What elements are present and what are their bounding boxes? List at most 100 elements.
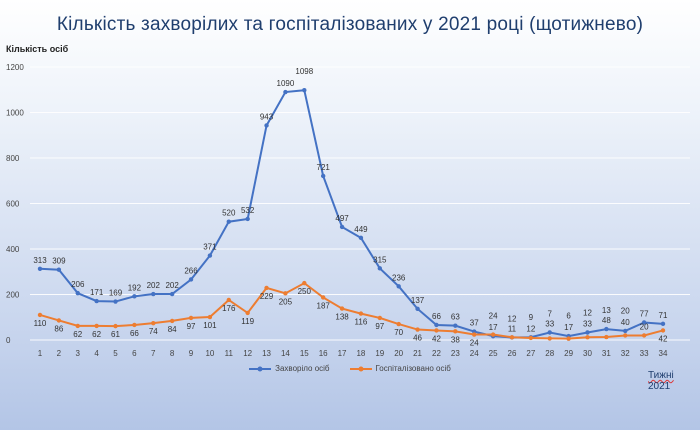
data-label: 206 bbox=[71, 280, 85, 289]
data-label: 40 bbox=[621, 318, 630, 327]
x-tick-label: 4 bbox=[94, 349, 99, 358]
data-label: 12 bbox=[583, 308, 592, 317]
data-point bbox=[37, 312, 43, 318]
data-point bbox=[264, 285, 269, 291]
data-label: 449 bbox=[354, 225, 368, 234]
data-label: 169 bbox=[109, 289, 123, 298]
y-tick-label: 600 bbox=[6, 200, 20, 209]
data-point bbox=[75, 323, 80, 329]
data-point bbox=[113, 299, 118, 304]
data-label: 6 bbox=[566, 312, 571, 321]
data-point bbox=[377, 266, 383, 271]
data-point bbox=[660, 321, 666, 327]
data-label: 24 bbox=[489, 312, 498, 321]
data-label: 101 bbox=[203, 321, 217, 330]
data-label: 371 bbox=[203, 243, 217, 252]
data-point bbox=[415, 306, 420, 312]
x-tick-label: 3 bbox=[76, 349, 81, 358]
data-point bbox=[75, 290, 80, 296]
x-tick-label: 15 bbox=[300, 349, 309, 358]
data-point bbox=[207, 253, 213, 258]
data-point bbox=[302, 88, 307, 93]
data-point bbox=[396, 321, 401, 327]
data-point bbox=[132, 294, 137, 299]
x-tick-label: 1 bbox=[38, 349, 43, 358]
x-tick-label: 30 bbox=[583, 349, 592, 358]
x-tick-label: 13 bbox=[262, 349, 271, 358]
data-label: 70 bbox=[394, 328, 403, 337]
data-label: 63 bbox=[451, 313, 460, 322]
data-point bbox=[472, 332, 477, 337]
x-tick-label: 2 bbox=[57, 349, 62, 358]
data-label: 20 bbox=[621, 306, 630, 315]
data-label: 315 bbox=[373, 255, 387, 264]
data-label: 62 bbox=[73, 330, 82, 339]
data-point bbox=[528, 335, 534, 341]
x-tick-label: 24 bbox=[470, 349, 479, 358]
y-tick-label: 200 bbox=[6, 291, 20, 300]
x-tick-label: 11 bbox=[225, 349, 234, 358]
data-label: 66 bbox=[432, 312, 441, 321]
x-tick-label: 12 bbox=[243, 349, 252, 358]
data-label: 7 bbox=[548, 309, 553, 318]
data-label: 71 bbox=[659, 311, 668, 320]
data-point bbox=[56, 318, 62, 323]
data-point bbox=[660, 328, 666, 333]
data-label: 17 bbox=[564, 323, 573, 332]
x-tick-label: 6 bbox=[132, 349, 137, 358]
data-point bbox=[245, 310, 250, 316]
y-tick-label: 1000 bbox=[6, 109, 24, 118]
data-label: 46 bbox=[413, 334, 422, 343]
data-label: 520 bbox=[222, 209, 236, 218]
data-point bbox=[245, 216, 250, 222]
data-point bbox=[226, 219, 231, 224]
data-label: 187 bbox=[317, 301, 331, 310]
data-label: 33 bbox=[583, 319, 592, 328]
data-label: 11 bbox=[508, 324, 517, 333]
data-point bbox=[56, 267, 62, 272]
data-point bbox=[320, 295, 326, 300]
data-point bbox=[169, 291, 175, 297]
data-point bbox=[453, 329, 458, 334]
data-label: 38 bbox=[451, 335, 460, 344]
y-tick-label: 400 bbox=[6, 245, 20, 254]
data-point bbox=[302, 280, 307, 286]
data-point bbox=[169, 318, 175, 324]
x-tick-label: 19 bbox=[375, 349, 384, 358]
data-point bbox=[339, 306, 345, 311]
data-label: 61 bbox=[111, 330, 120, 339]
legend-label-hospitalized: Госпіталізовано осіб bbox=[375, 364, 451, 373]
x-tick-label: 22 bbox=[432, 349, 441, 358]
data-label: 205 bbox=[279, 297, 293, 306]
data-point bbox=[585, 330, 590, 335]
series-line-1 bbox=[39, 281, 664, 340]
data-label: 119 bbox=[241, 317, 254, 326]
series-line-0 bbox=[39, 89, 664, 339]
data-point bbox=[94, 323, 99, 329]
legend-item-cases: Захворіло осіб bbox=[249, 364, 330, 373]
data-label: 66 bbox=[130, 329, 139, 338]
data-point bbox=[623, 333, 628, 338]
data-point bbox=[226, 297, 231, 303]
x-tick-label: 7 bbox=[151, 349, 156, 358]
data-label: 138 bbox=[335, 313, 349, 322]
data-label: 266 bbox=[184, 266, 198, 275]
data-label: 497 bbox=[335, 214, 349, 223]
x-tick-label: 29 bbox=[564, 349, 573, 358]
data-label: 77 bbox=[640, 309, 649, 318]
data-point bbox=[151, 320, 156, 326]
x-tick-label: 10 bbox=[205, 349, 214, 358]
data-label: 17 bbox=[489, 323, 498, 332]
data-point bbox=[641, 320, 647, 325]
data-label: 116 bbox=[355, 318, 368, 327]
data-point bbox=[37, 266, 43, 271]
data-label: 229 bbox=[260, 292, 274, 301]
legend: Захворіло осіб Госпіталізовано осіб bbox=[0, 364, 700, 373]
data-point bbox=[490, 332, 496, 337]
data-point bbox=[264, 123, 269, 128]
y-axis-label: Кількість осіб bbox=[6, 44, 69, 54]
x-tick-label: 8 bbox=[170, 349, 175, 358]
data-point bbox=[434, 322, 439, 328]
data-label: 192 bbox=[128, 283, 142, 292]
x-tick-label: 25 bbox=[489, 349, 498, 358]
